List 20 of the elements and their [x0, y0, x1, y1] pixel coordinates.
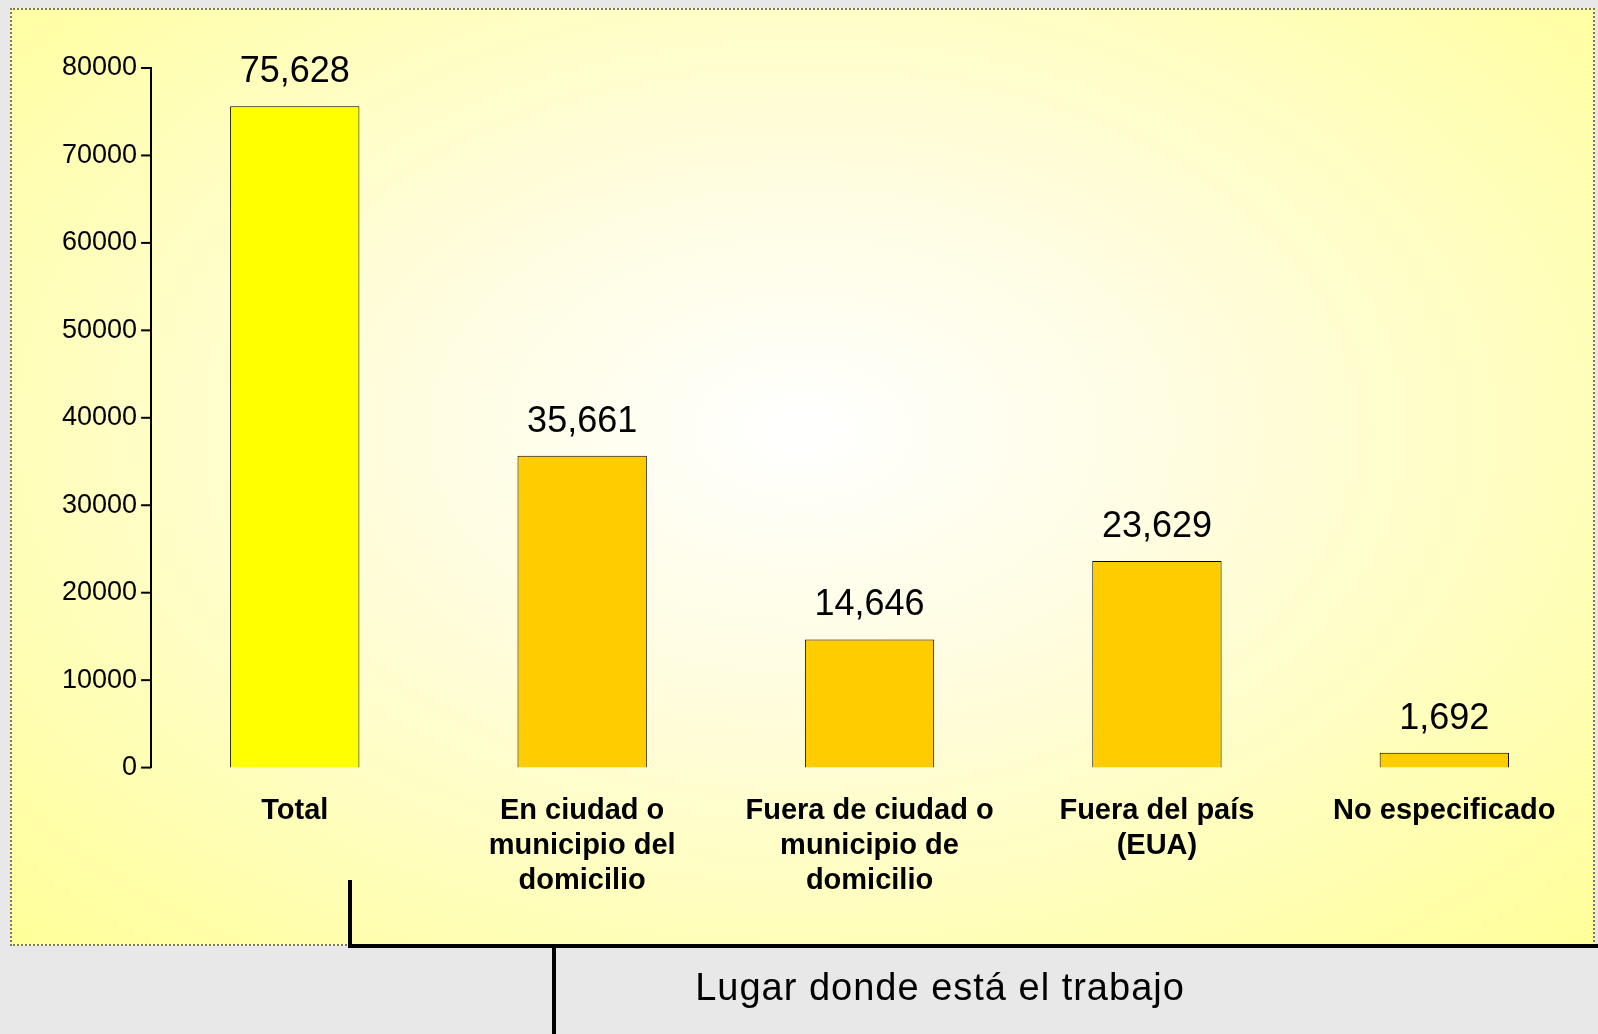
- x-tick-label: En ciudad o municipio del domicilio: [488, 793, 676, 895]
- x-axis-title: Lugar donde está el trabajo: [694, 966, 1186, 1009]
- x-tick-label: Total: [261, 793, 329, 825]
- x-tick-label: Fuera de ciudad o municipio de domicilio: [745, 793, 994, 895]
- data-label: 35,661: [527, 398, 638, 440]
- y-tick-label: 50000: [61, 313, 138, 344]
- y-tick-label: 80000: [61, 51, 138, 82]
- y-tick-label: 70000: [61, 138, 138, 169]
- data-label: 23,629: [1101, 503, 1212, 545]
- x-tick-label: Fuera del país (EUA): [1059, 793, 1255, 860]
- y-tick-label: 40000: [61, 401, 138, 432]
- y-tick-label: 10000: [61, 663, 138, 694]
- data-label: 75,628: [239, 49, 350, 91]
- data-label: 1,692: [1399, 695, 1490, 737]
- y-tick-label: 30000: [61, 488, 138, 519]
- y-tick-label: 20000: [61, 576, 138, 607]
- y-tick-label: 60000: [61, 226, 138, 257]
- x-tick-label: No especificado: [1333, 793, 1556, 825]
- data-label: 14,646: [814, 582, 925, 624]
- y-tick-label: 0: [122, 751, 138, 782]
